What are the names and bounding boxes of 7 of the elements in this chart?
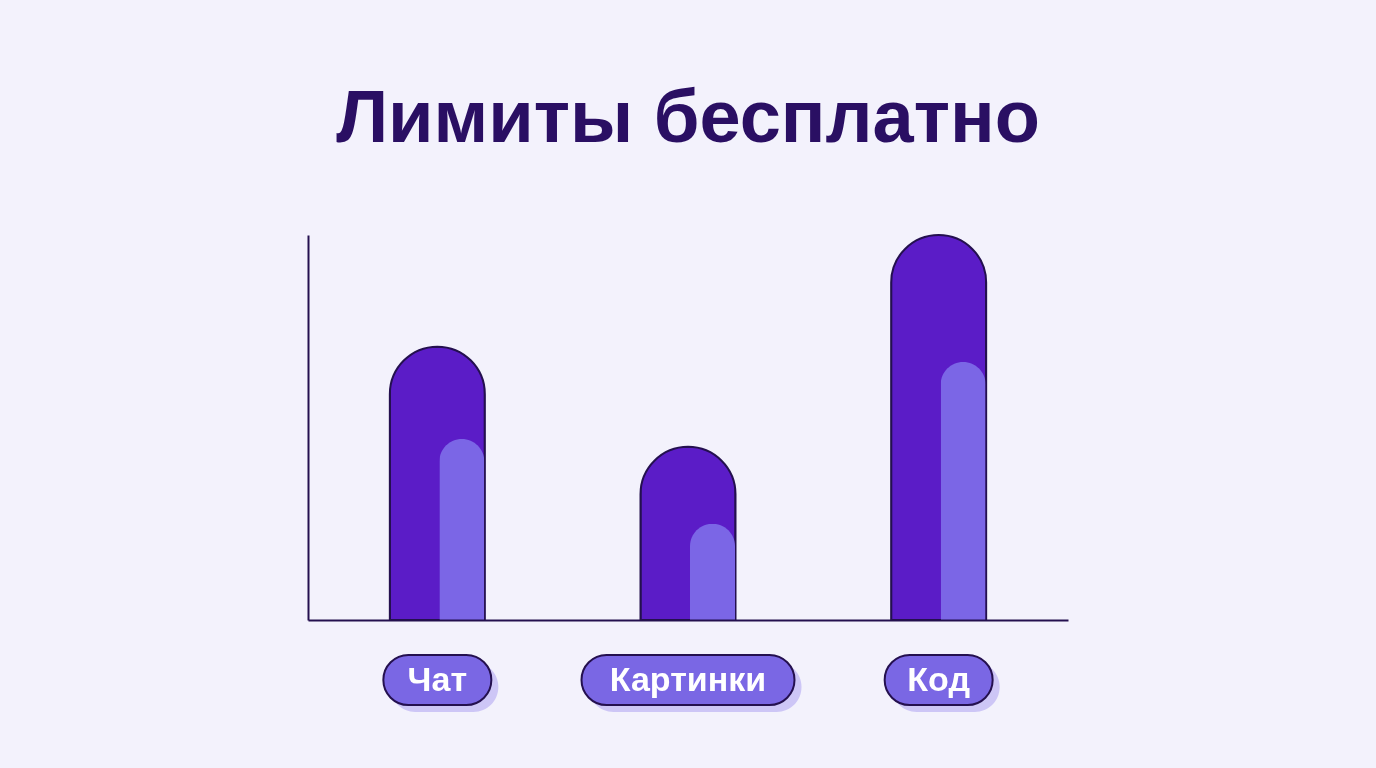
x-tick-label: Картинки xyxy=(609,659,767,698)
bar xyxy=(690,523,735,620)
x-tick-label: Код xyxy=(907,659,970,698)
bar xyxy=(439,439,485,620)
x-tick-label: Чат xyxy=(407,659,468,698)
bar xyxy=(940,362,986,620)
chart-title: Лимиты бесплатно xyxy=(336,75,1040,158)
